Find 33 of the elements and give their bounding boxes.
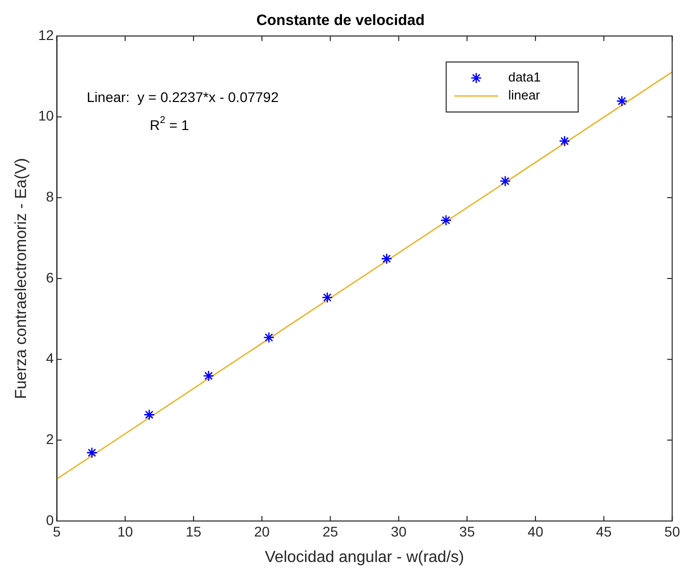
y-axis-title: Fuerza contraelectromoriz - Ea(V) [13, 158, 30, 399]
y-tick-label: 10 [38, 108, 54, 124]
point [440, 214, 452, 226]
x-tick-label: 10 [117, 523, 134, 540]
y-tick-label: 6 [46, 269, 54, 286]
y-tick-label: 0 [46, 512, 54, 528]
y-tick-label: 4 [46, 350, 54, 366]
annotation: Linear: y = 0.2237*x - 0.07792 [86, 88, 279, 105]
point [202, 370, 214, 382]
x-tick-label: 20 [254, 523, 270, 540]
point [263, 332, 275, 344]
x-tick-label: 30 [390, 523, 407, 540]
x-tick-label: 25 [322, 523, 338, 540]
point [322, 292, 333, 304]
point [500, 175, 511, 187]
y-tick-label: 8 [46, 188, 54, 205]
point [381, 253, 392, 264]
y-tick-label: 12 [38, 26, 54, 43]
x-tick-label: 5 [52, 523, 61, 540]
x-tick-label: 35 [459, 523, 476, 540]
x-tick-label: 40 [528, 523, 544, 540]
legend-label: linear [508, 88, 541, 103]
point [144, 409, 155, 420]
point [616, 95, 628, 107]
legend-label: data1 [508, 70, 541, 85]
point [86, 447, 98, 458]
x-tick-label: 50 [664, 523, 680, 540]
x-axis-title: Velocidad angular - w(rad/s) [264, 548, 464, 566]
x-tick-label: 15 [186, 523, 202, 540]
chart-title: Constante de velocidad [256, 12, 425, 30]
point [558, 135, 570, 147]
x-tick-label: 45 [596, 523, 612, 540]
y-tick-label: 2 [46, 431, 54, 448]
